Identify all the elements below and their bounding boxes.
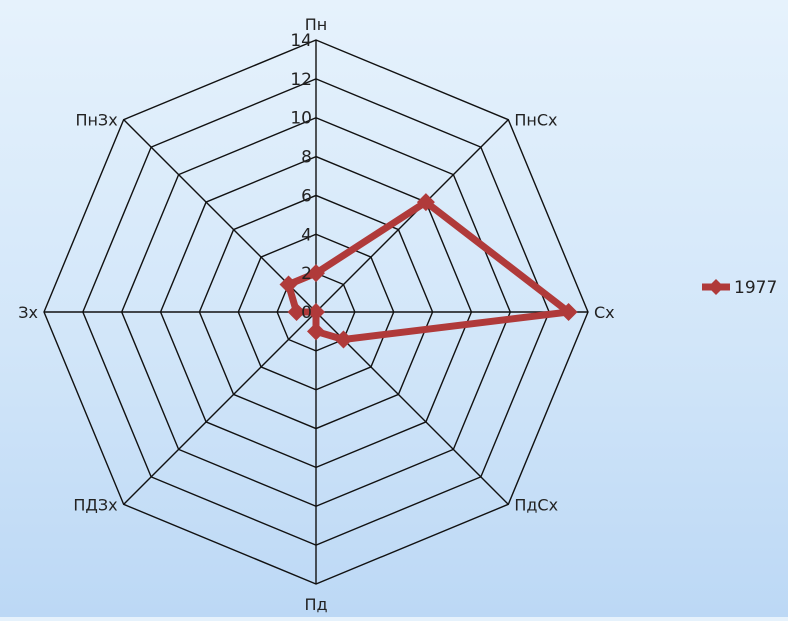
tick-label-14: 14 (290, 31, 312, 51)
tick-label-4: 4 (301, 225, 312, 245)
tick-label-6: 6 (301, 186, 312, 206)
legend-marker-0 (708, 279, 724, 295)
data-point-0-0 (307, 264, 325, 283)
data-point-0-1 (416, 193, 435, 212)
category-label-6: Зх (18, 303, 38, 322)
tick-label-12: 12 (290, 70, 312, 90)
spoke-3 (315, 311, 509, 505)
category-label-1: ПнСх (514, 111, 557, 130)
data-point-0-3 (334, 330, 353, 349)
category-label-3: ПдСх (514, 495, 558, 514)
category-label-0: Пн (305, 15, 328, 34)
data-point-0-6 (287, 303, 306, 321)
radar-series (279, 193, 578, 349)
tick-label-0: 0 (301, 303, 312, 323)
legend-label-0: 1977 (734, 278, 777, 298)
legend: 1977 (702, 278, 777, 298)
radial-tick-labels: 0 2 4 6 8 10 12 14 (290, 31, 312, 323)
spoke-7 (123, 119, 317, 313)
category-labels: Пн ПнСх Сх ПдСх Пд ПДЗх Зх ПнЗх (18, 15, 614, 614)
tick-label-8: 8 (301, 148, 312, 168)
tick-label-10: 10 (290, 109, 312, 129)
series-line-0 (285, 198, 573, 343)
data-point-0-7 (279, 275, 298, 294)
category-label-4: Пд (304, 595, 327, 614)
category-label-2: Сх (594, 303, 615, 322)
spoke-5 (123, 311, 317, 505)
category-label-5: ПДЗх (73, 495, 117, 514)
tick-label-2: 2 (301, 264, 312, 284)
spoke-1 (315, 119, 509, 313)
data-point-0-5 (307, 303, 325, 321)
data-point-0-2 (559, 303, 578, 321)
data-point-0-4 (307, 322, 325, 341)
category-label-7: ПнЗх (75, 111, 117, 130)
